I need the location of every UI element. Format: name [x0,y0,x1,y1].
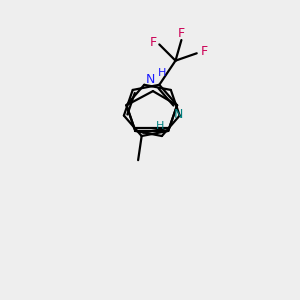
Text: N: N [146,74,155,86]
Text: H: H [156,121,165,131]
Text: F: F [149,37,156,50]
Text: H: H [158,68,166,78]
Text: F: F [200,45,208,58]
Text: N: N [173,109,183,122]
Text: F: F [178,27,185,40]
